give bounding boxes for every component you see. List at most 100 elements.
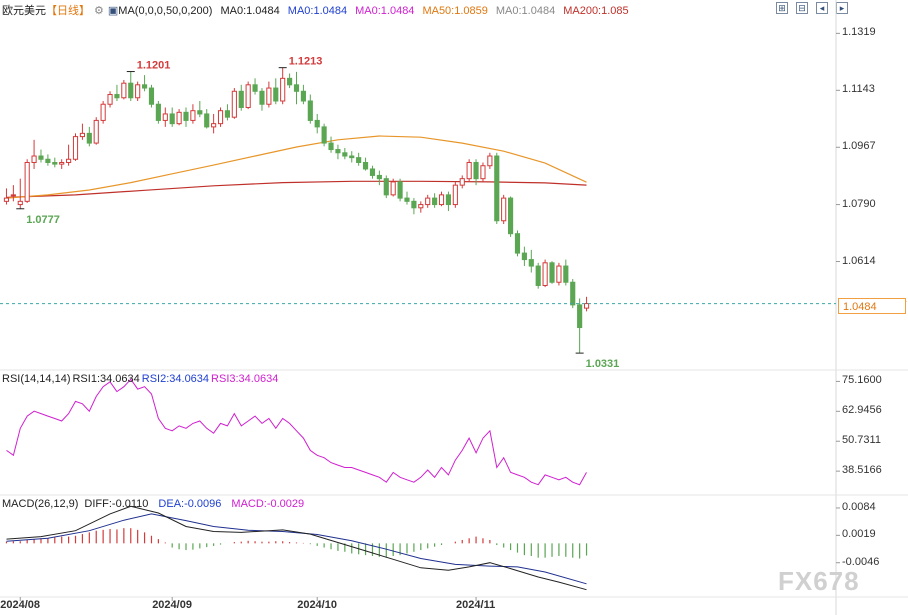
candle-body-16: [114, 94, 120, 99]
candle-body-41: [287, 77, 293, 86]
candle-body-49: [342, 152, 348, 157]
ma-value-1: MA0:1.0484: [287, 5, 348, 17]
rsi-legend-1: RSI1:34.0634: [72, 373, 140, 385]
ma-toggle-icon[interactable]: ▣: [107, 5, 119, 17]
candle-body-13: [93, 119, 99, 144]
main-ytick-label-2: 1.0967: [842, 140, 876, 153]
main-ytick-label-4: 1.0614: [842, 254, 876, 267]
candle-body-11: [79, 132, 85, 138]
candle-body-61: [425, 197, 431, 206]
candle-body-74: [514, 233, 521, 254]
candle-body-18: [128, 82, 134, 99]
candle-body-81: [563, 265, 569, 283]
ma-value-4: MA0:1.0484: [495, 5, 556, 17]
candle-body-9: [66, 158, 72, 163]
ma-value-2: MA0:1.0484: [355, 5, 415, 17]
candle-body-50: [349, 155, 355, 159]
candle-body-36: [252, 84, 258, 92]
candle-body-72: [501, 197, 507, 222]
candle-body-35: [245, 84, 251, 108]
candle-body-67: [466, 161, 472, 180]
ma-params: MA(0,0,0,50,0,200): [118, 5, 213, 17]
ma-value-0: MA0:1.0484: [220, 5, 280, 17]
rsi-ytick-label-3: 38.5166: [842, 464, 882, 477]
candle-body-76: [528, 259, 534, 267]
scroll-left-icon[interactable]: ◂: [816, 2, 828, 14]
candle-body-48: [335, 149, 341, 154]
candle-body-19: [135, 84, 141, 99]
extreme-label-2: 1.0777: [26, 214, 60, 226]
candle-body-58: [404, 197, 410, 202]
rsi-params: RSI(14,14,14): [2, 373, 71, 385]
candle-body-46: [321, 126, 327, 144]
candle-body-54: [376, 174, 382, 180]
candle-body-52: [362, 161, 369, 170]
candle-body-4: [31, 155, 37, 163]
candle-body-27: [190, 110, 196, 121]
rsi-ytick-label-0: 75.1600: [842, 374, 882, 387]
zoom-out-icon[interactable]: ⊟: [796, 2, 808, 14]
candle-body-12: [86, 132, 92, 144]
candle-body-57: [397, 181, 403, 199]
chart-header: 欧元美元【日线】 ⚙ ▣MA(0,0,0,50,0,200) MA0:1.0484 MA…: [2, 2, 637, 18]
candle-body-64: [445, 194, 452, 206]
candle-body-47: [328, 142, 334, 151]
ma200-line: [6, 180, 587, 198]
candle-body-23: [162, 113, 168, 121]
macd-legend-2: DEA:-0.0096: [158, 498, 222, 510]
candle-body-26: [183, 111, 189, 121]
candle-body-80: [556, 265, 562, 283]
candle-body-75: [521, 252, 527, 261]
candle-body-3: [24, 161, 30, 202]
xtick-label-2: 2024/10: [297, 599, 337, 611]
macd-params: MACD(26,12,9): [2, 498, 79, 510]
macd-ytick-label-2: -0.0046: [842, 555, 880, 568]
candle-body-10: [72, 136, 79, 160]
candle-body-31: [217, 110, 224, 125]
rsi-ytick-label-2: 50.7311: [842, 434, 881, 447]
candle-body-71: [494, 155, 500, 222]
candle-body-83: [577, 304, 583, 329]
candle-body-44: [307, 100, 313, 121]
candle-body-51: [356, 157, 362, 163]
candle-body-82: [570, 281, 576, 306]
candle-body-0: [3, 197, 10, 202]
rsi-header: RSI(14,14,14) RSI1:34.0634 RSI2:34.0634 RSI…: [2, 373, 286, 385]
candle-body-28: [197, 110, 203, 115]
candle-body-25: [176, 111, 182, 125]
candle-body-33: [231, 90, 237, 118]
period-label[interactable]: 【日线】: [46, 5, 90, 17]
ma50-line: [6, 135, 587, 199]
settings-gear-icon[interactable]: ⚙: [94, 5, 104, 17]
candle-body-69: [480, 165, 486, 180]
candle-body-77: [535, 265, 541, 286]
zoom-in-icon[interactable]: ⊞: [776, 2, 788, 14]
candle-body-68: [473, 161, 479, 180]
main-ytick-label-0: 1.1319: [842, 26, 876, 39]
ma-value-3: MA50:1.0859: [422, 5, 488, 17]
candle-body-29: [204, 113, 210, 128]
candle-body-53: [369, 168, 376, 176]
ma-value-5: MA200:1.085: [563, 5, 629, 17]
extreme-label-3: 1.0331: [586, 358, 620, 370]
macd-ytick-label-0: 0.0084: [842, 500, 876, 513]
candle-body-60: [418, 204, 424, 209]
candle-body-8: [59, 161, 65, 165]
candle-body-73: [508, 197, 514, 235]
main-ytick-label-1: 1.1143: [842, 83, 875, 96]
candle-body-63: [438, 194, 445, 206]
macd-header: MACD(26,12,9) DIFF:-0.0110 DEA:-0.0096 MACD…: [2, 498, 316, 510]
candle-body-20: [141, 84, 148, 89]
candle-body-7: [52, 161, 58, 165]
macd-ytick-label-1: 0.0019: [842, 528, 876, 541]
candle-body-15: [107, 94, 113, 105]
candle-body-21: [148, 87, 155, 105]
candle-body-59: [411, 200, 417, 209]
rsi-line: [6, 378, 587, 486]
candle-body-22: [155, 103, 161, 121]
candle-body-45: [314, 119, 320, 128]
macd-legend-1: DIFF:-0.0110: [84, 498, 149, 510]
extreme-label-1: 1.1213: [289, 56, 323, 68]
candle-body-40: [280, 77, 286, 102]
